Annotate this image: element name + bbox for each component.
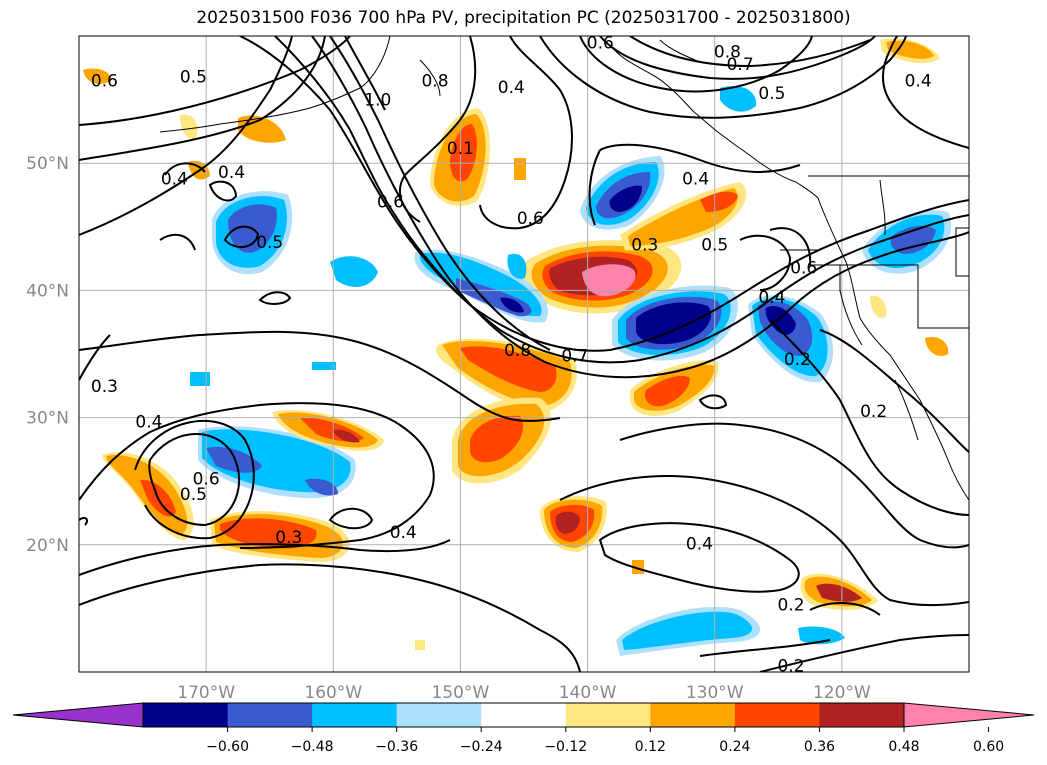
lon-tick-label: 170°W — [177, 683, 235, 703]
contour-label: 0.5 — [701, 236, 728, 256]
graticule — [79, 36, 969, 672]
colorbar-tick-label: −0.12 — [544, 739, 587, 755]
colorbar-tick-label: 0.60 — [973, 739, 1004, 755]
contour-label: 0.5 — [758, 84, 785, 104]
lon-tick-label: 150°W — [432, 683, 490, 703]
contour-label: 0.5 — [256, 233, 283, 253]
colorbar-segment — [312, 703, 398, 727]
contour-label: 0.6 — [377, 192, 404, 212]
colorbar-segment — [143, 703, 229, 727]
contour-label: 0.7 — [727, 55, 754, 75]
plot-frame — [78, 35, 970, 673]
chart-title: 2025031500 F036 700 hPa PV, precipitatio… — [196, 8, 851, 28]
colorbar-segment — [481, 703, 567, 727]
lon-tick-label: 140°W — [559, 683, 617, 703]
contour-label: 0.4 — [161, 169, 188, 189]
colorbar-tick-label: −0.48 — [291, 739, 334, 755]
colorbar-tick-label: −0.36 — [375, 739, 418, 755]
lat-tick-label: 50°N — [26, 154, 69, 174]
colorbar-tick-label: 0.24 — [719, 739, 750, 755]
colorbar-segment — [227, 703, 313, 727]
colorbar-extend-min — [12, 702, 144, 728]
axis-ticks: 50°N 40°N 30°N 20°N 170°W 160°W 150°W 140°W 130°… — [26, 154, 871, 703]
lon-tick-label: 160°W — [304, 683, 362, 703]
lat-tick-label: 40°N — [26, 281, 69, 301]
contour-label: 0.5 — [180, 485, 207, 505]
contour-label: 0.4 — [686, 535, 713, 555]
contour-label: 0.6 — [790, 259, 817, 279]
colorbar-tick-label: 0.48 — [888, 739, 919, 755]
contour-label: 1.0 — [364, 91, 391, 111]
contour-label: 0.4 — [218, 163, 245, 183]
colorbar-segment — [734, 703, 820, 727]
colorbar: −0.60 −0.48 −0.36 −0.24 −0.12 0.12 0.24 0.36 0.4… — [12, 702, 1035, 755]
lon-tick-label: 120°W — [813, 683, 871, 703]
contour-label: 0.8 — [421, 72, 448, 92]
colorbar-tick-label: 0.12 — [635, 739, 666, 755]
lat-tick-label: 20°N — [26, 536, 69, 556]
contour-label: 0.4 — [758, 288, 785, 308]
coastlines — [159, 36, 969, 501]
contour-label: 0.3 — [275, 528, 302, 548]
colorbar-segment — [565, 703, 651, 727]
contour-label: 0.4 — [905, 72, 932, 92]
lon-tick-label: 130°W — [686, 683, 744, 703]
contour-label: 0.2 — [860, 402, 887, 422]
contour-label: 0.8 — [504, 341, 531, 361]
contour-label: 0.2 — [784, 350, 811, 370]
contour-label: 0.1 — [447, 139, 474, 159]
contour-label: 0.4 — [390, 523, 417, 543]
contour-label: 0.6 — [91, 72, 118, 92]
contour-label: 0.3 — [91, 377, 118, 397]
lat-tick-label: 30°N — [26, 409, 69, 429]
contour-label: 0.2 — [777, 596, 804, 616]
colorbar-tick-label: −0.24 — [460, 739, 503, 755]
contour-label: 0.6 — [193, 470, 220, 490]
contour-label: 0.6 — [517, 209, 544, 229]
contour-label: 0.3 — [631, 236, 658, 256]
contour-label: 0.4 — [135, 412, 162, 432]
contour-label: 0.8 — [714, 42, 741, 62]
contour-label: 0.2 — [777, 657, 804, 677]
contour-labels: 0.6 0.50.40.41.00.80.10.60.50.60.40.6 0.80… — [91, 33, 932, 676]
pv-contours — [79, 36, 969, 672]
colorbar-extend-max — [903, 702, 1035, 728]
contour-label: 0.6 — [587, 33, 614, 53]
colorbar-outline — [142, 702, 905, 728]
precip-shading — [83, 38, 952, 656]
colorbar-tick-label: −0.60 — [206, 739, 249, 755]
colorbar-tick-label: 0.36 — [804, 739, 835, 755]
colorbar-segment — [650, 703, 736, 727]
contour-label: 0.4 — [682, 169, 709, 189]
colorbar-segment — [396, 703, 482, 727]
colorbar-segment — [819, 703, 905, 727]
contour-label: 0.4 — [498, 78, 525, 98]
contour-label: 0.5 — [180, 68, 207, 88]
contour-label: 0.7 — [561, 346, 588, 366]
